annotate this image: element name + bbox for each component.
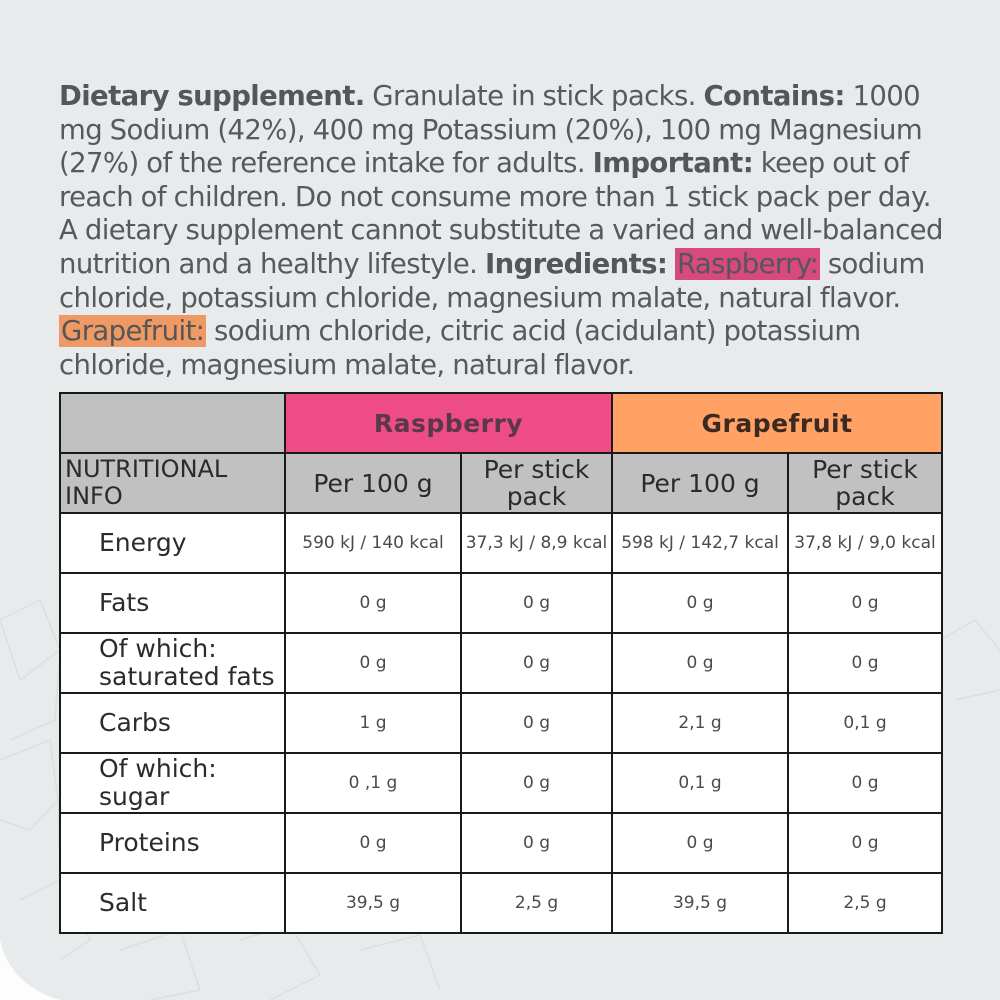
row-label: Energy [59, 512, 286, 574]
column-header-row: NUTRITIONAL INFO Per 100 g Per stick pac… [59, 452, 944, 514]
value-cell: 598 kJ / 142,7 kcal [611, 512, 790, 574]
grapefruit-ingredients: sodium chloride, citric acid (acidulant)… [59, 315, 861, 381]
value-cell: 0 g [284, 812, 462, 874]
value-cell: 0 g [787, 752, 944, 814]
row-label: Of which: saturated fats [59, 632, 286, 694]
table-row-saturated-fats: Of which: saturated fats 0 g 0 g 0 g 0 g [59, 632, 944, 694]
brand-header-row: Raspberry Grapefruit [59, 392, 944, 454]
value-cell: 0 g [459, 632, 614, 694]
row-label: Fats [59, 572, 286, 634]
value-cell: 0 g [611, 572, 790, 634]
value-cell: 37,3 kJ / 8,9 kcal [459, 512, 614, 574]
col-raspberry-perstick: Per stick pack [459, 452, 614, 514]
value-cell: 0,1 g [611, 752, 790, 814]
row-label: Of which: sugar [59, 752, 286, 814]
brand-grapefruit: Grapefruit [611, 392, 944, 454]
table-row-proteins: Proteins 0 g 0 g 0 g 0 g [59, 812, 944, 874]
nutrition-table: Raspberry Grapefruit NUTRITIONAL INFO Pe… [59, 392, 944, 934]
nutritional-info-label: NUTRITIONAL INFO [59, 452, 286, 514]
heading-dietary-supplement: Dietary supplement. [59, 80, 365, 112]
value-cell: 0 g [611, 812, 790, 874]
row-label: Salt [59, 872, 286, 934]
value-cell: 1 g [284, 692, 462, 754]
row-label: Proteins [59, 812, 286, 874]
col-grapefruit-per100: Per 100 g [611, 452, 790, 514]
col-grapefruit-perstick: Per stick pack [787, 452, 944, 514]
text-important: keep out of reach of children. Do not co… [59, 147, 943, 280]
value-cell: 0 ,1 g [284, 752, 462, 814]
table-row-fats: Fats 0 g 0 g 0 g 0 g [59, 572, 944, 634]
heading-ingredients: Ingredients: [484, 247, 668, 280]
raspberry-highlight-label: Raspberry: [675, 247, 821, 280]
table-row-salt: Salt 39,5 g 2,5 g 39,5 g 2,5 g [59, 872, 944, 934]
value-cell: 0 g [787, 572, 944, 634]
value-cell: 590 kJ / 140 kcal [284, 512, 462, 574]
value-cell: 37,8 kJ / 9,0 kcal [787, 512, 944, 574]
value-cell: 39,5 g [611, 872, 790, 934]
value-cell: 0 g [787, 632, 944, 694]
product-description: Dietary supplement. Granulate in stick p… [59, 80, 949, 382]
table-row-sugar: Of which: sugar 0 ,1 g 0 g 0,1 g 0 g [59, 752, 944, 814]
value-cell: 0,1 g [787, 692, 944, 754]
value-cell: 0 g [787, 812, 944, 874]
value-cell: 2,5 g [787, 872, 944, 934]
value-cell: 39,5 g [284, 872, 462, 934]
heading-important: Important: [592, 147, 754, 180]
table-row-carbs: Carbs 1 g 0 g 2,1 g 0,1 g [59, 692, 944, 754]
value-cell: 0 g [459, 752, 614, 814]
text-granulate: Granulate in stick packs. [364, 80, 704, 112]
value-cell: 0 g [459, 572, 614, 634]
value-cell: 0 g [611, 632, 790, 694]
text-contains: 1000 mg Sodium (42%), 400 mg Potassium (… [59, 80, 923, 180]
value-cell: 2,1 g [611, 692, 790, 754]
value-cell: 0 g [284, 572, 462, 634]
value-cell: 0 g [459, 692, 614, 754]
value-cell: 0 g [459, 812, 614, 874]
heading-contains: Contains: [703, 80, 845, 112]
value-cell: 2,5 g [459, 872, 614, 934]
empty-corner-cell [59, 392, 286, 454]
row-label: Carbs [59, 692, 286, 754]
brand-raspberry: Raspberry [283, 392, 614, 454]
raspberry-ingredients: sodium chloride, potassium chloride, mag… [59, 247, 925, 314]
table-row-energy: Energy 590 kJ / 140 kcal 37,3 kJ / 8,9 k… [59, 512, 944, 574]
value-cell: 0 g [284, 632, 462, 694]
grapefruit-highlight-label: Grapefruit: [59, 315, 207, 348]
col-raspberry-per100: Per 100 g [284, 452, 462, 514]
